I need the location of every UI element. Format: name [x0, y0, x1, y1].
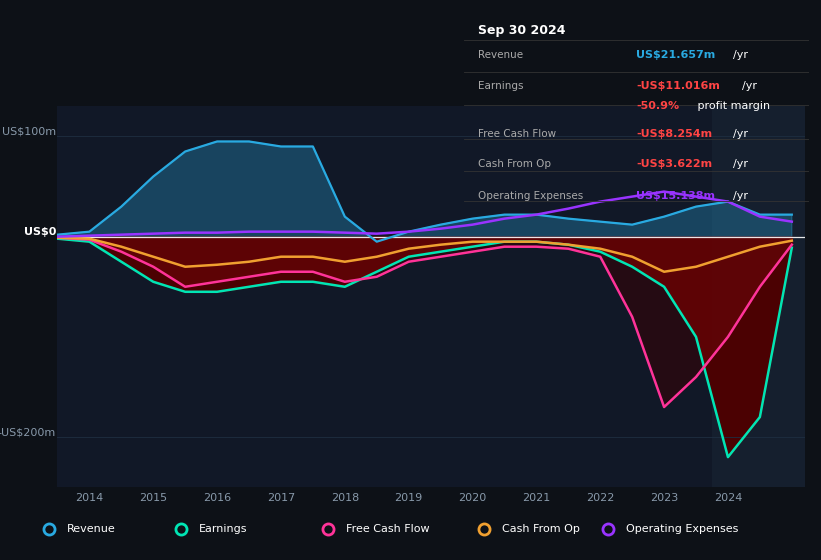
Text: Earnings: Earnings: [478, 81, 523, 91]
Text: Revenue: Revenue: [478, 50, 523, 60]
Text: -US$8.254m: -US$8.254m: [636, 129, 713, 139]
Text: US$100m: US$100m: [2, 127, 56, 137]
Text: US$0: US$0: [24, 227, 56, 237]
Text: profit margin: profit margin: [695, 101, 770, 111]
Text: -US$3.622m: -US$3.622m: [636, 159, 713, 169]
Text: -50.9%: -50.9%: [636, 101, 680, 111]
Text: Free Cash Flow: Free Cash Flow: [478, 129, 556, 139]
Text: /yr: /yr: [733, 129, 748, 139]
Text: Earnings: Earnings: [199, 524, 247, 534]
Text: Cash From Op: Cash From Op: [478, 159, 551, 169]
Text: /yr: /yr: [742, 81, 758, 91]
Text: Operating Expenses: Operating Expenses: [626, 524, 738, 534]
Text: /yr: /yr: [733, 50, 748, 60]
Text: Sep 30 2024: Sep 30 2024: [478, 24, 565, 37]
Text: -US$11.016m: -US$11.016m: [636, 81, 720, 91]
Text: /yr: /yr: [733, 159, 748, 169]
Text: -US$200m: -US$200m: [0, 427, 56, 437]
Text: Free Cash Flow: Free Cash Flow: [346, 524, 430, 534]
Text: US$15.138m: US$15.138m: [636, 192, 715, 202]
Text: Operating Expenses: Operating Expenses: [478, 192, 583, 202]
Text: Revenue: Revenue: [67, 524, 116, 534]
Text: US$21.657m: US$21.657m: [636, 50, 716, 60]
Bar: [712, 106, 805, 487]
Text: /yr: /yr: [733, 192, 748, 202]
Text: Cash From Op: Cash From Op: [502, 524, 580, 534]
